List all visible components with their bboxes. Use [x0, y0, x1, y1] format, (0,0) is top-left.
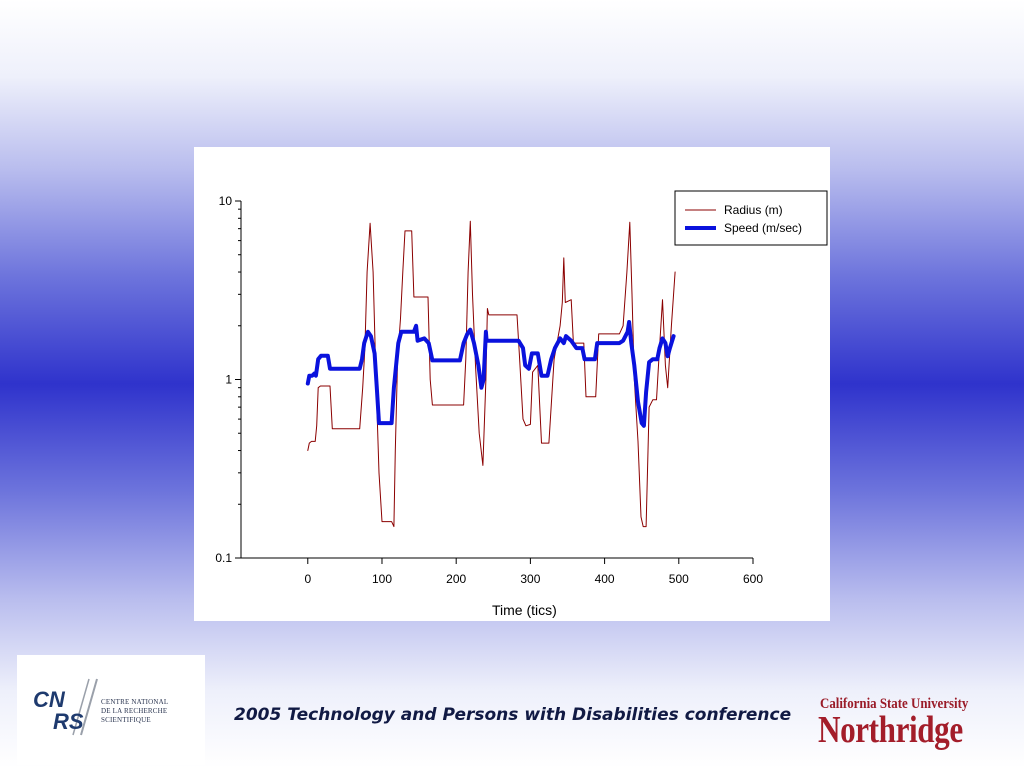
csun-logo: California State University Northridge [818, 696, 988, 752]
y-tick-label: 10 [219, 194, 233, 208]
csun-logo-line2: Northridge [818, 709, 963, 751]
x-tick-label: 200 [446, 572, 466, 586]
legend-label-radius: Radius (m) [724, 203, 783, 217]
legend: Radius (m) Speed (m/sec) [674, 190, 828, 246]
cnrs-text-line: DE LA RECHERCHE [101, 707, 168, 715]
x-axis-title: Time (tics) [492, 602, 557, 618]
cnrs-logo: CN RS CENTRE NATIONAL DE LA RECHERCHE SC… [17, 655, 205, 765]
y-tick-label: 0.1 [215, 551, 232, 565]
legend-frame [674, 190, 828, 246]
y-tick-label: 1 [225, 373, 232, 387]
series-group [305, 220, 676, 528]
cnrs-text-line: SCIENTIFIQUE [101, 716, 151, 724]
cnrs-logo-text: CENTRE NATIONAL DE LA RECHERCHE SCIENTIF… [101, 698, 201, 725]
x-tick-label: 500 [669, 572, 689, 586]
speed-series-line [305, 320, 676, 428]
cnrs-mark-icon: CN RS [33, 678, 98, 736]
cnrs-text-line: CENTRE NATIONAL [101, 698, 169, 706]
x-tick-label: 600 [743, 572, 763, 586]
legend-label-speed: Speed (m/sec) [724, 221, 802, 235]
conference-title: 2005 Technology and Persons with Disabil… [234, 705, 792, 725]
svg-text:RS: RS [53, 709, 84, 734]
radius-series-line [307, 220, 676, 528]
x-tick-label: 0 [304, 572, 311, 586]
svg-text:CN: CN [33, 687, 66, 712]
x-tick-label: 400 [595, 572, 615, 586]
x-tick-label: 300 [520, 572, 540, 586]
x-tick-label: 100 [372, 572, 392, 586]
csun-logo-line1: California State University [820, 696, 969, 712]
chart-panel: 0.1 1 10 0 100 200 300 400 500 600 Radius (m) Spee… [194, 147, 830, 621]
